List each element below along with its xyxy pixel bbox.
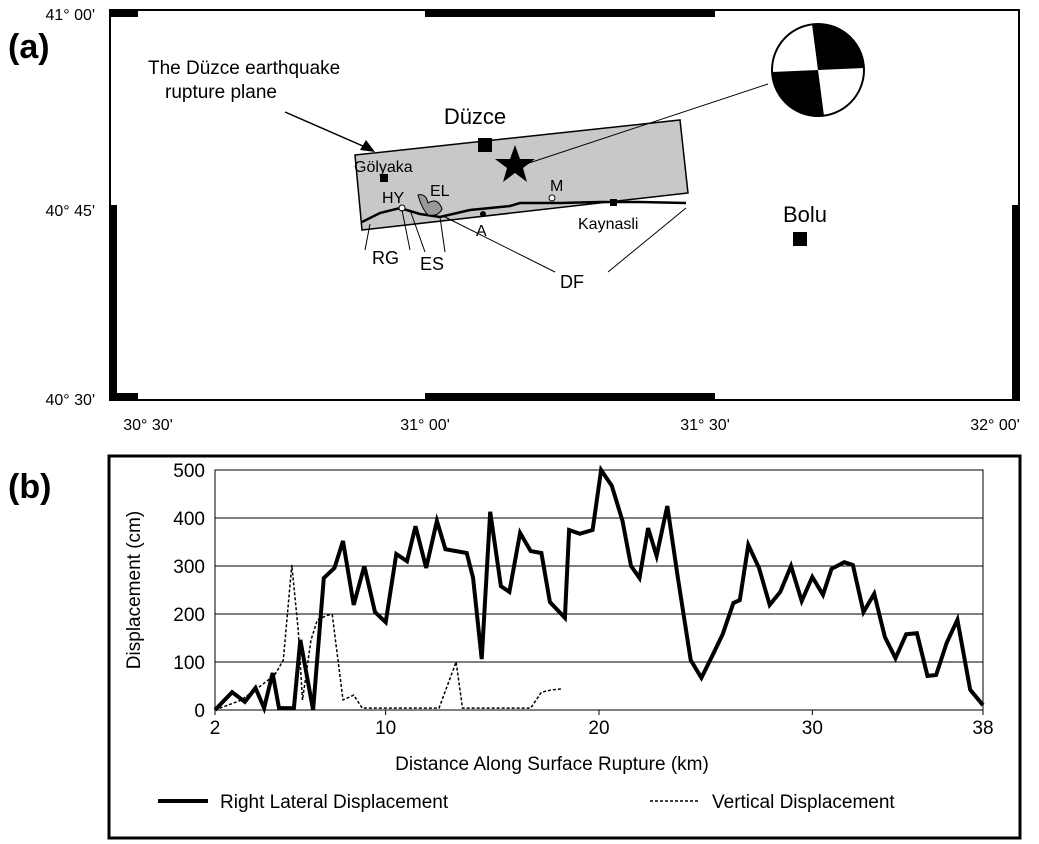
place-label: M [550,178,563,195]
y-axis-label: Displacement (cm) [124,511,145,669]
arrow [284,111,373,151]
map: (a) 41° 00' 40° 45' 40° 30' 30° 30' 31° … [8,7,1020,434]
city-marker [478,138,492,152]
leader-line [607,207,687,273]
lon-label: 30° 30' [123,417,173,434]
fault-trace [361,200,687,224]
annotation: The Düzce earthquake [148,58,340,79]
arrowhead [360,140,375,152]
epicenter [495,145,535,182]
lon-label: 31° 30' [680,417,730,434]
lat-label: 41° 00' [46,7,96,24]
lat-label: 40° 45' [46,203,96,220]
lake [417,194,443,216]
place-label: A [476,223,487,240]
x-tick-label: 2 [210,718,221,739]
x-tick-label: 38 [972,718,993,739]
frame-bar [110,205,117,400]
city-marker [793,232,807,246]
place-label: DF [560,272,584,292]
frame-bar [110,393,138,400]
focal-quadrant [812,23,864,70]
x-tick-label: 30 [802,718,823,739]
leader-line [401,209,411,251]
place-label: RG [372,248,399,268]
chart-frame [107,454,1022,840]
leader-line [364,223,371,251]
panel-label: (a) [8,28,50,66]
lat-label: 40° 30' [46,392,96,409]
place-label: Kaynasli [578,216,638,233]
y-tick-label: 400 [173,509,205,530]
y-tick-label: 100 [173,653,205,674]
place-label: EL [430,183,450,200]
x-tick-label: 20 [588,718,609,739]
legend-label: Right Lateral Displacement [220,792,449,813]
data-line [213,464,985,715]
place-label: Bolu [783,202,827,227]
y-tick-label: 200 [173,605,205,626]
frame-bar [425,10,715,17]
place-label: ES [420,254,444,274]
lon-label: 31° 00' [400,417,450,434]
site-marker [480,211,486,217]
leader-line [439,216,446,253]
x-tick-label: 10 [375,718,396,739]
site-marker [548,194,556,202]
y-tick-label: 0 [194,701,205,722]
legend-label: Vertical Displacement [712,792,895,813]
leader-line [519,83,769,167]
frame-bar [110,10,138,17]
annotation: rupture plane [165,82,277,103]
y-tick-label: 300 [173,557,205,578]
town-marker [380,174,388,182]
place-label: Gölyaka [354,159,413,176]
y-tick-label: 500 [173,461,205,482]
frame-bar [425,393,715,400]
frame-bar [1012,205,1019,400]
panel-label: (b) [8,468,51,506]
leader-line [409,209,426,253]
place-label: Düzce [444,104,506,129]
x-axis-label: Distance Along Surface Rupture (km) [395,754,709,775]
focal-quadrant [772,70,824,117]
lon-label: 32° 00' [970,417,1020,434]
town-marker [610,199,617,206]
place-label: HY [382,190,405,207]
leader-line [444,216,556,273]
